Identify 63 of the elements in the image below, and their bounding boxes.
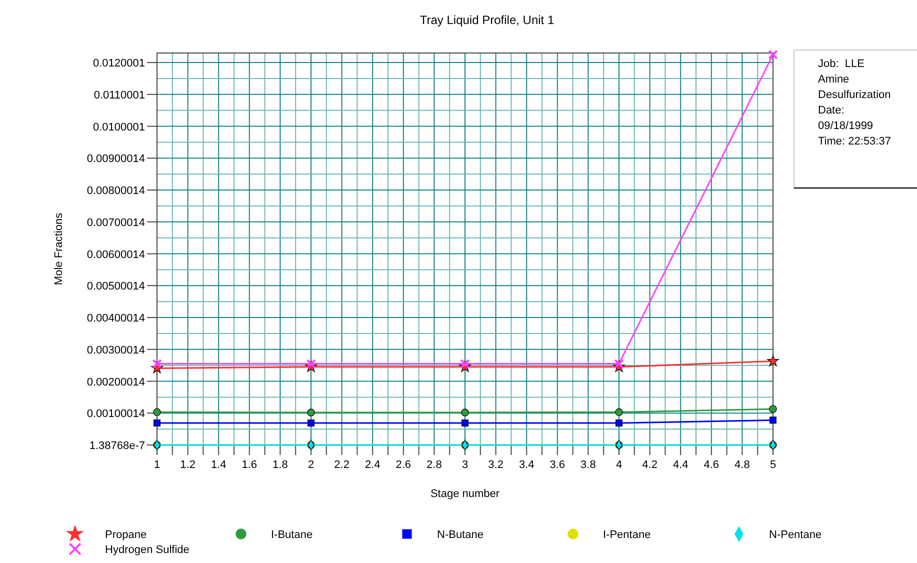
legend-label: N-Butane — [437, 529, 484, 541]
text: Job: LLE — [818, 58, 864, 70]
y-tick-label: 0.00100014 — [86, 408, 145, 420]
y-axis-title: Mole Fractions — [53, 212, 65, 286]
x-tick-label: 4 — [616, 459, 622, 471]
x-tick-label: 2 — [308, 459, 314, 471]
point — [462, 420, 468, 426]
y-tick-label: 1.38768e-7 — [89, 440, 145, 452]
point — [767, 354, 779, 366]
point — [460, 358, 470, 369]
x-tick-label: 2.8 — [426, 459, 442, 471]
point — [768, 50, 778, 60]
legend-label: N-Pentane — [769, 529, 822, 541]
legend-label: I-Pentane — [603, 529, 651, 541]
legend-label: Propane — [105, 529, 147, 541]
point — [306, 358, 316, 369]
chart-title: Tray Liquid Profile, Unit 1 — [420, 13, 554, 27]
legend-label: I-Butane — [271, 529, 313, 541]
point — [615, 408, 623, 416]
x-tick-label: 2.4 — [364, 459, 380, 471]
x-tick-label: 3.2 — [488, 459, 504, 471]
point — [616, 420, 622, 426]
point — [308, 420, 314, 426]
x-tick-label: 3.6 — [550, 459, 566, 471]
x-tick-label: 5 — [770, 459, 776, 471]
x-tick-label: 4.6 — [704, 459, 720, 471]
y-tick-label: 0.00500014 — [86, 280, 145, 293]
point — [770, 416, 776, 424]
y-tick-label: 0.00300014 — [86, 344, 145, 356]
x-tick-label: 3.8 — [580, 459, 596, 471]
point — [769, 405, 777, 413]
text: Amine Desulfurization — [818, 74, 891, 101]
x-tick-label: 1.8 — [272, 459, 288, 471]
x-tick-label: 2.6 — [396, 459, 412, 471]
x-tick-label: 1.6 — [242, 459, 258, 471]
x-tick-label: 4.2 — [642, 459, 658, 471]
y-tick-label: 0.0110001 — [94, 89, 145, 102]
x-tick-label: 4.4 — [672, 459, 688, 471]
text: Date: 09/18/1999 — [818, 104, 874, 132]
point — [461, 408, 469, 416]
x-tick-label: 1.4 — [210, 459, 226, 471]
y-tick-label: 0.00800014 — [86, 185, 145, 198]
x-tick-label: 4.8 — [734, 459, 750, 471]
x-tick-label: 3.4 — [518, 459, 534, 471]
text: Time: 22:53:37 — [818, 136, 891, 148]
point — [307, 408, 315, 416]
legend-label: Hydrogen Sulfide — [105, 544, 190, 556]
point — [152, 358, 162, 369]
x-tick-label: 1 — [154, 459, 160, 471]
x-tick-label: 3 — [462, 459, 468, 471]
y-tick-label: 0.0120001 — [93, 58, 145, 70]
y-tick-label: 0.00900014 — [86, 153, 145, 166]
y-tick-label: 0.0100001 — [93, 121, 145, 134]
y-tick-label: 0.00200014 — [86, 376, 145, 388]
x-axis-title: Stage number — [430, 488, 500, 500]
y-tick-label: 0.00600014 — [86, 248, 145, 261]
y-tick-label: 0.00400014 — [86, 312, 145, 325]
x-tick-label: 1.2 — [180, 459, 196, 471]
y-tick-label: 0.00700014 — [86, 216, 145, 229]
point — [614, 358, 624, 369]
point — [153, 408, 161, 416]
x-tick-label: 2.2 — [334, 459, 350, 471]
point — [154, 420, 160, 426]
